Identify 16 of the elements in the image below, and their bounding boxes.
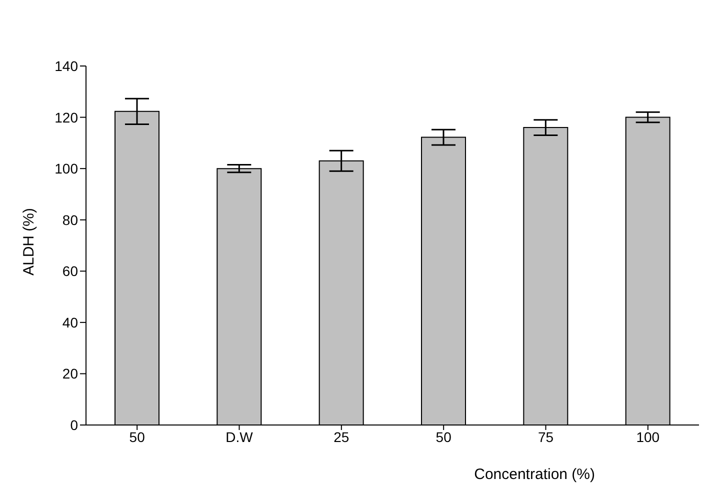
- y-tick-label: 100: [54, 160, 78, 177]
- x-axis-title: Concentration (%): [474, 466, 595, 483]
- y-axis-title: ALDH (%): [20, 208, 38, 276]
- y-tick-label: 120: [54, 109, 78, 126]
- x-tick-label: 100: [636, 428, 660, 445]
- x-tick-label: 25: [334, 428, 350, 445]
- y-tick-label: 40: [62, 314, 78, 330]
- x-tick-label: 50: [129, 428, 146, 445]
- x-tick-label: 75: [538, 428, 554, 445]
- y-tick-label: 20: [62, 366, 78, 382]
- y-tick-label: 80: [62, 212, 78, 228]
- y-tick-label: 60: [62, 263, 78, 280]
- y-tick-label: 0: [70, 416, 78, 433]
- x-tick-label: D.W: [226, 428, 254, 445]
- x-tick-label: 50: [436, 428, 452, 445]
- y-tick-label: 140: [54, 58, 78, 74]
